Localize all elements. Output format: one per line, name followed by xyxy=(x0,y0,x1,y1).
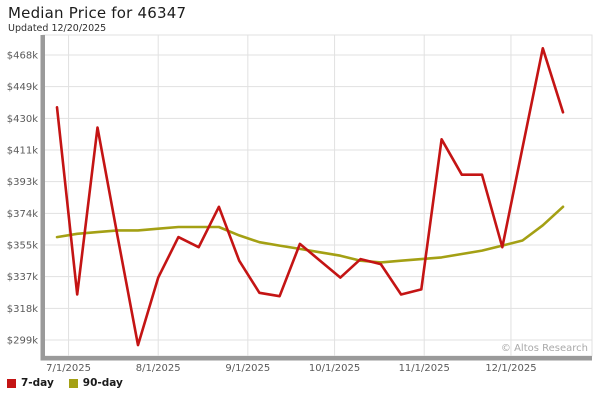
x-axis-label: 9/1/2025 xyxy=(225,363,270,374)
x-axis-label: 7/1/2025 xyxy=(46,363,91,374)
y-axis-label: $449k xyxy=(7,82,38,93)
y-axis-label: $299k xyxy=(7,336,38,347)
y-axis-label: $374k xyxy=(7,209,38,220)
chart-subtitle: Updated 12/20/2025 xyxy=(8,23,107,34)
y-axis-label: $393k xyxy=(7,177,38,188)
legend-item-90day: 90-day xyxy=(68,377,123,389)
legend-swatch-90day-icon xyxy=(68,378,78,388)
x-axis-bar xyxy=(40,356,592,361)
y-axis-bar xyxy=(40,35,45,361)
y-axis-label: $411k xyxy=(7,146,38,157)
legend-label-7day: 7-day xyxy=(21,377,54,389)
legend: 7-day 90-day xyxy=(7,377,138,389)
y-axis-label: $318k xyxy=(7,304,38,315)
legend-swatch-7day-icon xyxy=(7,378,16,388)
legend-label-90day: 90-day xyxy=(82,377,123,389)
chart-title: Median Price for 46347 xyxy=(8,4,187,22)
x-axis-label: 10/1/2025 xyxy=(309,363,360,374)
y-axis-label: $430k xyxy=(7,114,38,125)
y-axis-label: $355k xyxy=(7,241,38,252)
y-axis-label: $468k xyxy=(7,51,38,62)
chart-header: Median Price for 46347 Updated 12/20/202… xyxy=(8,4,186,34)
series-line-7-day xyxy=(55,46,565,347)
y-axis-label: $337k xyxy=(7,272,38,283)
series-line-90-day xyxy=(55,205,565,264)
attribution-text: © Altos Research xyxy=(500,343,588,354)
x-axis-label: 8/1/2025 xyxy=(136,363,181,374)
legend-item-7day: 7-day xyxy=(7,377,54,389)
x-axis-label: 11/1/2025 xyxy=(399,363,450,374)
x-axis-label: 12/1/2025 xyxy=(485,363,536,374)
